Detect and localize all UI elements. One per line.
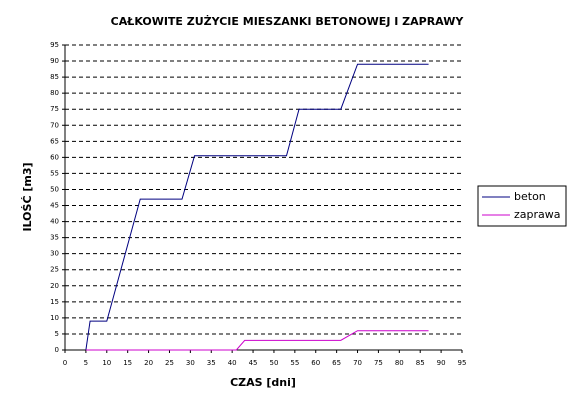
- y-tick-label: 95: [50, 41, 59, 49]
- legend-box: [477, 185, 567, 227]
- series-line: [85, 330, 429, 351]
- y-tick-label: 45: [50, 202, 59, 210]
- x-tick-label: 90: [437, 359, 446, 367]
- y-tick-label: 10: [50, 314, 59, 322]
- x-tick-label: 65: [332, 359, 341, 367]
- y-tick-label: 80: [50, 89, 59, 97]
- x-tick-label: 75: [374, 359, 383, 367]
- y-tick-label: 5: [55, 330, 59, 338]
- series-line: [85, 63, 429, 351]
- x-tick-label: 25: [165, 359, 174, 367]
- y-tick-label: 35: [50, 234, 59, 242]
- x-tick-label: 5: [84, 359, 88, 367]
- legend-label: zaprawa: [514, 208, 561, 221]
- x-tick-label: 20: [144, 359, 153, 367]
- y-tick-label: 75: [50, 105, 59, 113]
- y-axis-label: ILOŚĆ [m3]: [21, 162, 34, 231]
- y-tick-label: 30: [50, 250, 59, 258]
- x-tick-label: 10: [102, 359, 111, 367]
- y-tick-label: 55: [50, 169, 59, 177]
- y-tick-label: 0: [55, 346, 59, 354]
- y-tick-label: 70: [50, 121, 59, 129]
- y-tick-label: 40: [50, 218, 59, 226]
- x-tick-label: 60: [311, 359, 320, 367]
- x-tick-label: 80: [395, 359, 404, 367]
- x-tick-label: 35: [207, 359, 216, 367]
- chart-title: CAŁKOWITE ZUŻYCIE MIESZANKI BETONOWEJ I …: [111, 14, 465, 28]
- y-tick-label: 15: [50, 298, 59, 306]
- x-tick-label: 70: [353, 359, 362, 367]
- y-tick-label: 25: [50, 266, 59, 274]
- x-tick-label: 40: [228, 359, 237, 367]
- x-tick-label: 50: [269, 359, 278, 367]
- x-tick-label: 55: [290, 359, 299, 367]
- x-tick-label: 15: [123, 359, 132, 367]
- legend-label: beton: [514, 190, 546, 203]
- x-tick-label: 95: [458, 359, 467, 367]
- y-tick-label: 85: [50, 73, 59, 81]
- x-tick-label: 30: [186, 359, 195, 367]
- y-tick-label: 60: [50, 153, 59, 161]
- y-tick-label: 90: [50, 57, 59, 65]
- x-tick-label: 45: [249, 359, 258, 367]
- x-tick-label: 0: [63, 359, 67, 367]
- y-tick-label: 65: [50, 137, 59, 145]
- x-axis-label: CZAS [dni]: [230, 376, 296, 389]
- y-tick-label: 20: [50, 282, 59, 290]
- y-tick-label: 50: [50, 185, 59, 193]
- x-tick-label: 85: [416, 359, 425, 367]
